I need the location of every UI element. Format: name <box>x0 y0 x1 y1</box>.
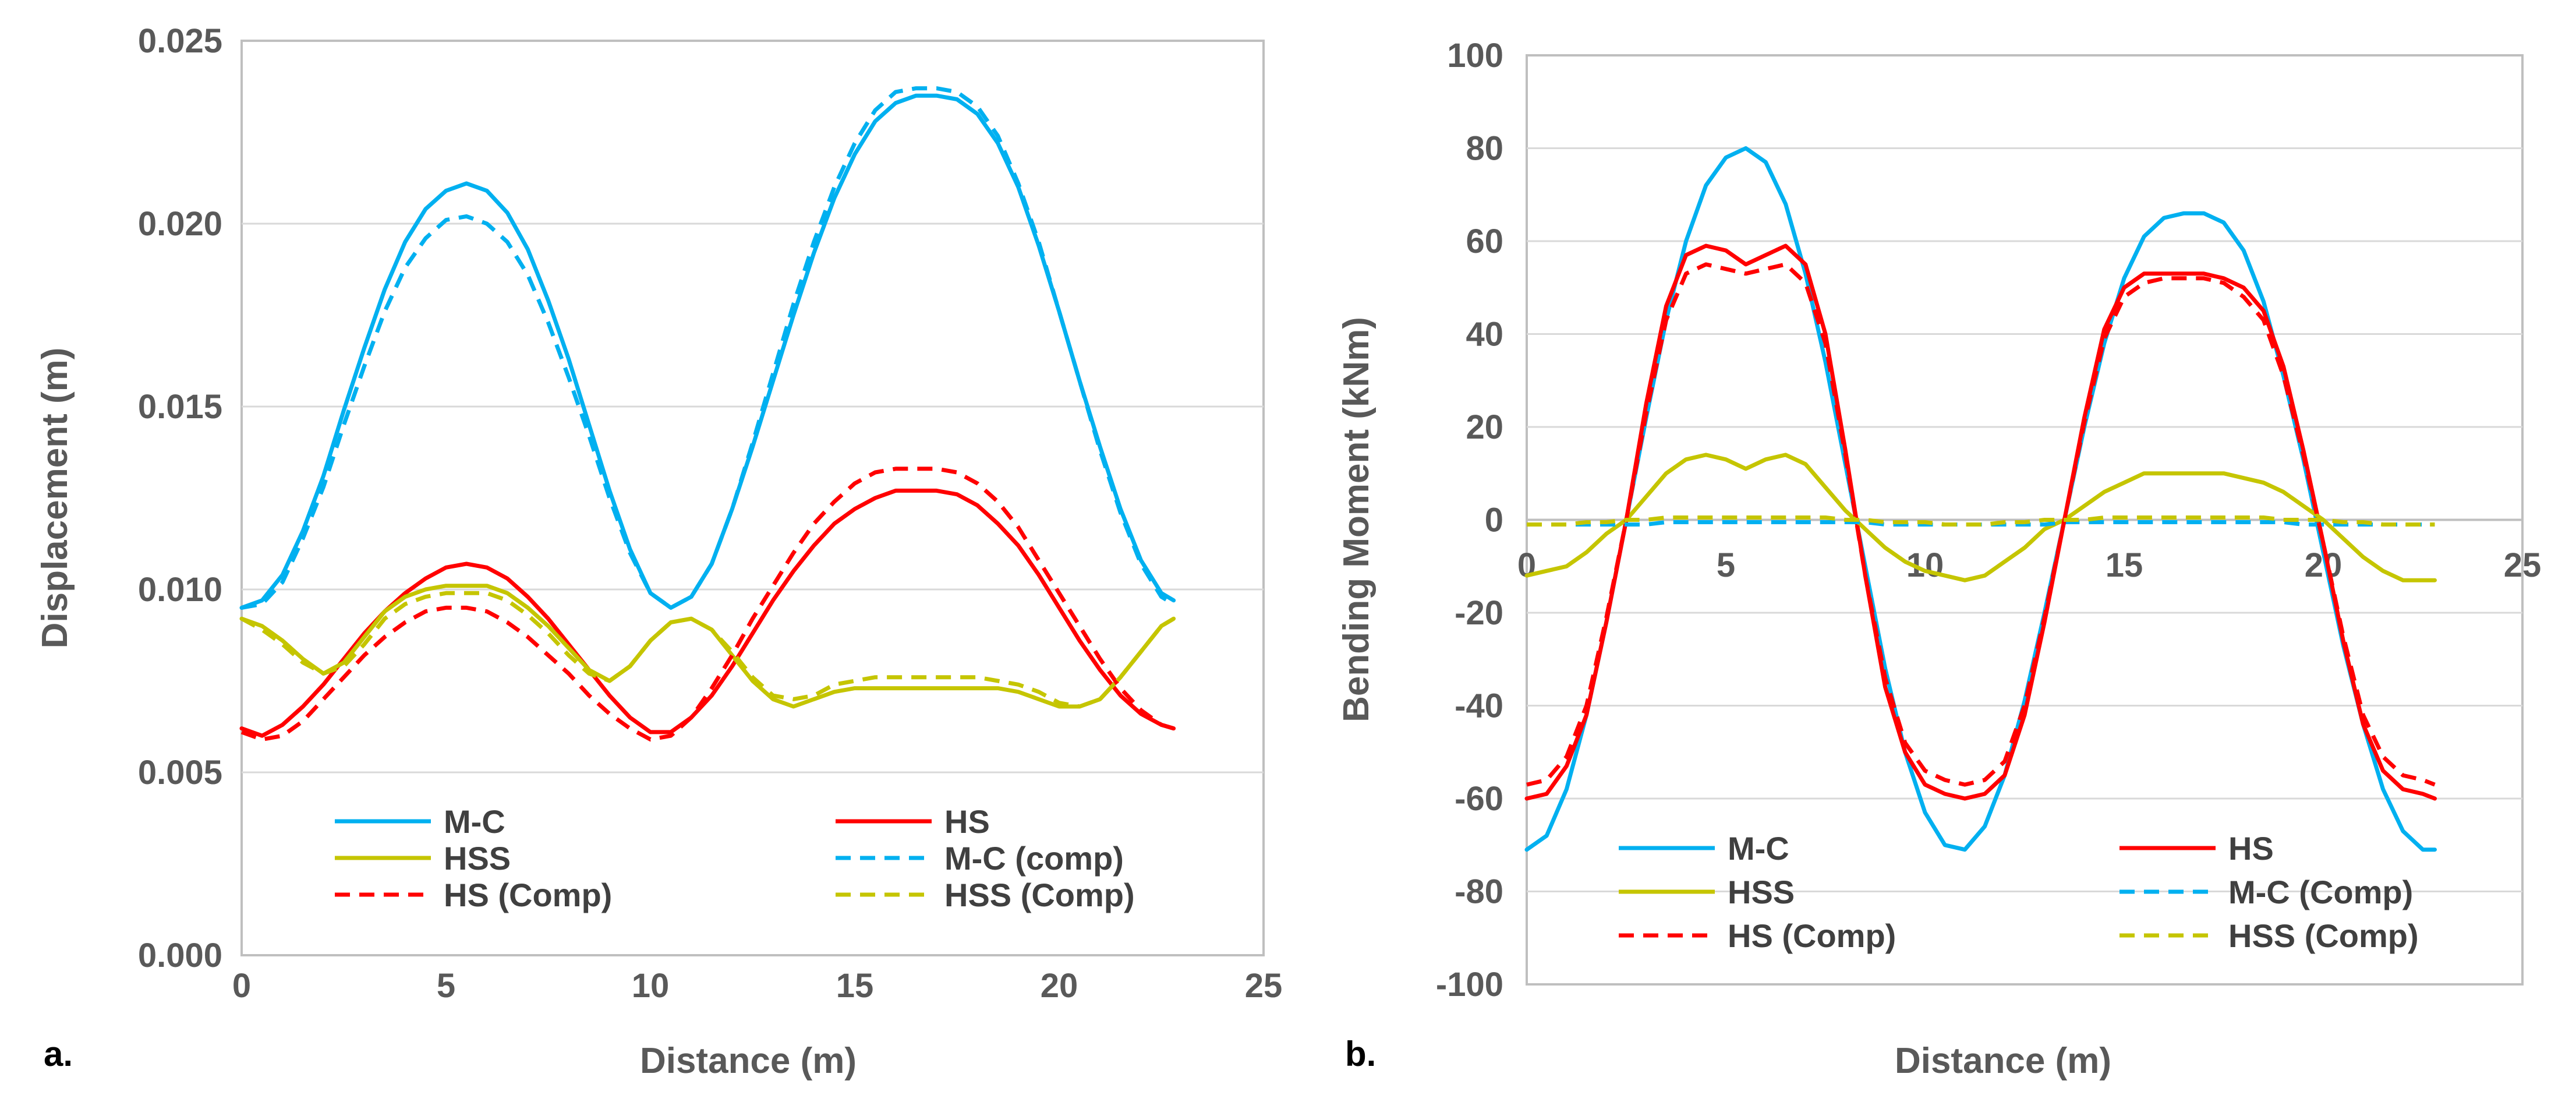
y-tick-label: 80 <box>1466 130 1503 168</box>
legend-label: HSS (Comp) <box>944 877 1135 913</box>
legend-label: HS (Comp) <box>1728 917 1896 954</box>
y-tick-label: 0.000 <box>138 937 222 974</box>
y-tick-label: -20 <box>1455 594 1503 632</box>
legend-label: HSS <box>444 840 511 877</box>
y-tick-label: -40 <box>1455 687 1503 725</box>
y-tick-label: 20 <box>1466 408 1503 446</box>
panel-b-x-axis-label: Distance (m) <box>1895 1041 2111 1081</box>
legend-label: HS (Comp) <box>444 877 612 913</box>
legend-label: HS <box>944 803 990 840</box>
legend-label: M-C (Comp) <box>2228 874 2413 910</box>
legend-label: M-C <box>444 803 505 840</box>
panel-a-label: a. <box>44 1034 73 1073</box>
y-tick-label: -100 <box>1436 966 1503 1004</box>
panel-a-y-axis-label: Displacement (m) <box>35 348 75 649</box>
legend-label: HSS (Comp) <box>2228 917 2419 954</box>
panel-b-label: b. <box>1345 1034 1376 1073</box>
x-tick-label: 25 <box>1245 967 1283 1005</box>
x-tick-label: 5 <box>1717 546 1735 584</box>
legend-label: M-C (comp) <box>944 840 1124 877</box>
x-tick-label: 15 <box>2106 546 2143 584</box>
y-tick-label: -80 <box>1455 873 1503 911</box>
y-tick-label: 100 <box>1447 37 1503 75</box>
x-tick-label: 25 <box>2504 546 2542 584</box>
figure-background <box>0 0 2576 1109</box>
y-tick-label: -60 <box>1455 780 1503 818</box>
y-tick-label: 0.025 <box>138 22 222 60</box>
legend-label: M-C <box>1728 830 1789 867</box>
y-tick-label: 40 <box>1466 316 1503 354</box>
x-tick-label: 15 <box>836 967 874 1005</box>
legend-label: HS <box>2228 830 2274 867</box>
y-tick-label: 0 <box>1485 501 1503 539</box>
x-tick-label: 0 <box>1517 546 1536 584</box>
panel-b-y-axis-label: Bending Moment (kNm) <box>1336 317 1377 722</box>
y-tick-label: 0.020 <box>138 205 222 243</box>
panel-a-x-axis-label: Distance (m) <box>640 1041 857 1081</box>
legend-label: HSS <box>1728 874 1795 910</box>
y-tick-label: 0.010 <box>138 571 222 609</box>
y-tick-label: 0.015 <box>138 388 222 426</box>
y-tick-label: 0.005 <box>138 754 222 792</box>
figure: 0.000 0.005 0.010 0.015 0.020 0.025 0 5 10 15 20 2… <box>0 0 2576 1109</box>
y-tick-label: 60 <box>1466 222 1503 260</box>
x-tick-label: 10 <box>632 967 670 1005</box>
x-tick-label: 0 <box>232 967 251 1005</box>
x-tick-label: 5 <box>437 967 455 1005</box>
x-tick-label: 20 <box>1041 967 1078 1005</box>
